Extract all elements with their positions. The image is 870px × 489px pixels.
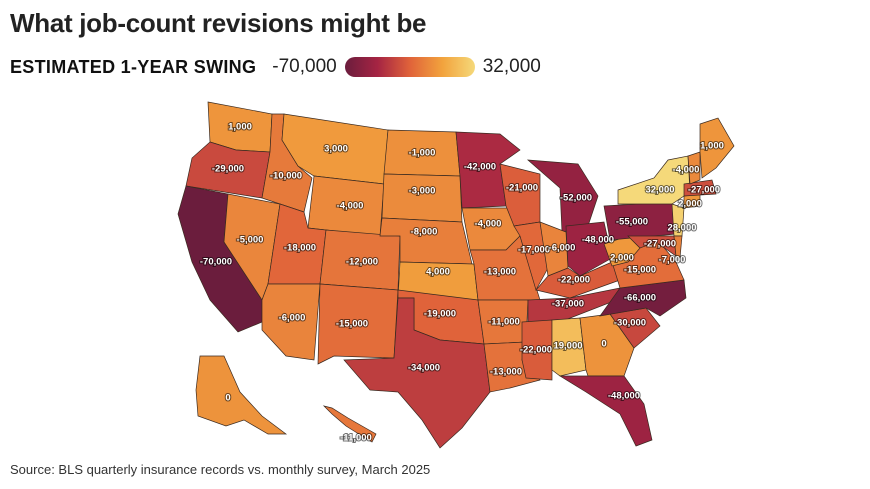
state-value-label-ma: -27,000 bbox=[688, 185, 720, 196]
page-title: What job-count revisions might be bbox=[10, 8, 427, 38]
legend-max-label: 32,000 bbox=[482, 56, 541, 77]
state-value-label-nm: -15,000 bbox=[336, 319, 368, 330]
state-value-label-ga: 0 bbox=[601, 339, 606, 350]
state-value-label-me: 1,000 bbox=[700, 141, 724, 152]
state-value-label-nd: -1,000 bbox=[409, 148, 436, 159]
state-value-label-pa: -55,000 bbox=[616, 217, 648, 228]
state-shape-de bbox=[673, 235, 683, 259]
state-shape-al bbox=[551, 317, 587, 377]
state-value-label-tn: -37,000 bbox=[552, 299, 584, 310]
state-value-label-md: -27,000 bbox=[644, 239, 676, 250]
legend-color-ramp bbox=[344, 57, 475, 77]
state-value-label-or: -29,000 bbox=[212, 164, 244, 175]
state-labels: 1,000 -29,000 -70,000 -5,000 -10,000 3,000 -4,… bbox=[199, 121, 725, 445]
legend-min-label: -70,000 bbox=[272, 56, 337, 77]
state-value-label-sd: -3,000 bbox=[409, 186, 436, 197]
legend-title: ESTIMATED 1-YEAR SWING bbox=[10, 56, 257, 77]
legend: ESTIMATED 1-YEAR SWING -70,000 32,000 bbox=[10, 54, 541, 80]
state-value-label-oh: -48,000 bbox=[582, 235, 614, 246]
state-value-label-nv: -5,000 bbox=[237, 235, 264, 246]
state-value-label-wv: 2,000 bbox=[610, 253, 634, 264]
state-value-label-la: -13,000 bbox=[490, 367, 522, 378]
state-value-label-ky: -22,000 bbox=[558, 275, 590, 286]
us-choropleth-map: 1,000 -29,000 -70,000 -5,000 -10,000 3,000 -4,… bbox=[0, 88, 870, 456]
state-shape-nm bbox=[317, 283, 399, 365]
state-value-label-tx: -34,000 bbox=[408, 363, 440, 374]
state-value-label-ks: 4,000 bbox=[426, 267, 450, 278]
state-value-label-co: -12,000 bbox=[346, 257, 378, 268]
state-shape-ny bbox=[617, 155, 691, 205]
state-value-label-fl: -48,000 bbox=[608, 391, 640, 402]
state-shape-ma bbox=[683, 179, 717, 197]
state-value-label-va: -15,000 bbox=[624, 265, 656, 276]
state-value-label-mo: -13,000 bbox=[484, 267, 516, 278]
state-value-label-ct: 2,000 bbox=[678, 199, 702, 210]
state-value-label-ar: -11,000 bbox=[488, 317, 520, 328]
state-value-label-nc: -66,000 bbox=[624, 293, 656, 304]
state-value-label-wi: -21,000 bbox=[506, 183, 538, 194]
state-value-label-ms: -22,000 bbox=[520, 345, 552, 356]
state-value-label-sc: -30,000 bbox=[614, 318, 646, 329]
state-shape-me bbox=[699, 117, 735, 179]
source-note: Source: BLS quarterly insurance records … bbox=[10, 462, 431, 477]
state-shape-md bbox=[627, 235, 677, 257]
state-value-label-az: -6,000 bbox=[279, 313, 306, 324]
state-value-label-mt: 3,000 bbox=[324, 144, 348, 155]
state-shape-il bbox=[513, 221, 549, 291]
state-shape-vt bbox=[687, 151, 701, 185]
state-value-label-ia: -4,000 bbox=[475, 219, 502, 230]
state-shape-fl bbox=[558, 375, 653, 447]
state-value-label-hi: -11,000 bbox=[340, 433, 372, 444]
state-shape-oh bbox=[565, 221, 613, 277]
state-value-label-in: -6,000 bbox=[549, 243, 576, 254]
state-value-label-nj: 28,000 bbox=[667, 223, 696, 234]
map-svg: 1,000 -29,000 -70,000 -5,000 -10,000 3,000 -4,… bbox=[177, 101, 735, 449]
state-value-label-il: -17,000 bbox=[518, 245, 550, 256]
state-value-label-wy: -4,000 bbox=[337, 201, 364, 212]
state-shapes bbox=[177, 101, 735, 449]
state-shape-tx bbox=[343, 297, 491, 449]
state-shape-sd bbox=[381, 173, 463, 223]
state-value-label-wa: 1,000 bbox=[228, 122, 252, 133]
state-shape-ky bbox=[535, 261, 621, 299]
state-value-label-ny: 32,000 bbox=[645, 185, 674, 196]
state-value-label-id: -10,000 bbox=[270, 171, 302, 182]
state-value-label-de: -7,000 bbox=[659, 255, 686, 266]
state-shape-ms bbox=[521, 319, 553, 381]
state-shape-ak bbox=[195, 355, 288, 435]
state-value-label-ne: -8,000 bbox=[411, 227, 438, 238]
state-value-label-ok: -19,000 bbox=[424, 309, 456, 320]
state-value-label-mn: -42,000 bbox=[464, 162, 496, 173]
state-value-label-ca: -70,000 bbox=[200, 257, 232, 268]
state-value-label-mi: -52,000 bbox=[560, 193, 592, 204]
state-value-label-vt: -4,000 bbox=[673, 165, 700, 176]
state-shape-hi bbox=[322, 405, 377, 443]
state-value-label-al: 19,000 bbox=[553, 341, 582, 352]
state-value-label-ak: 0 bbox=[225, 393, 230, 404]
state-value-label-ut: -18,000 bbox=[284, 243, 316, 254]
